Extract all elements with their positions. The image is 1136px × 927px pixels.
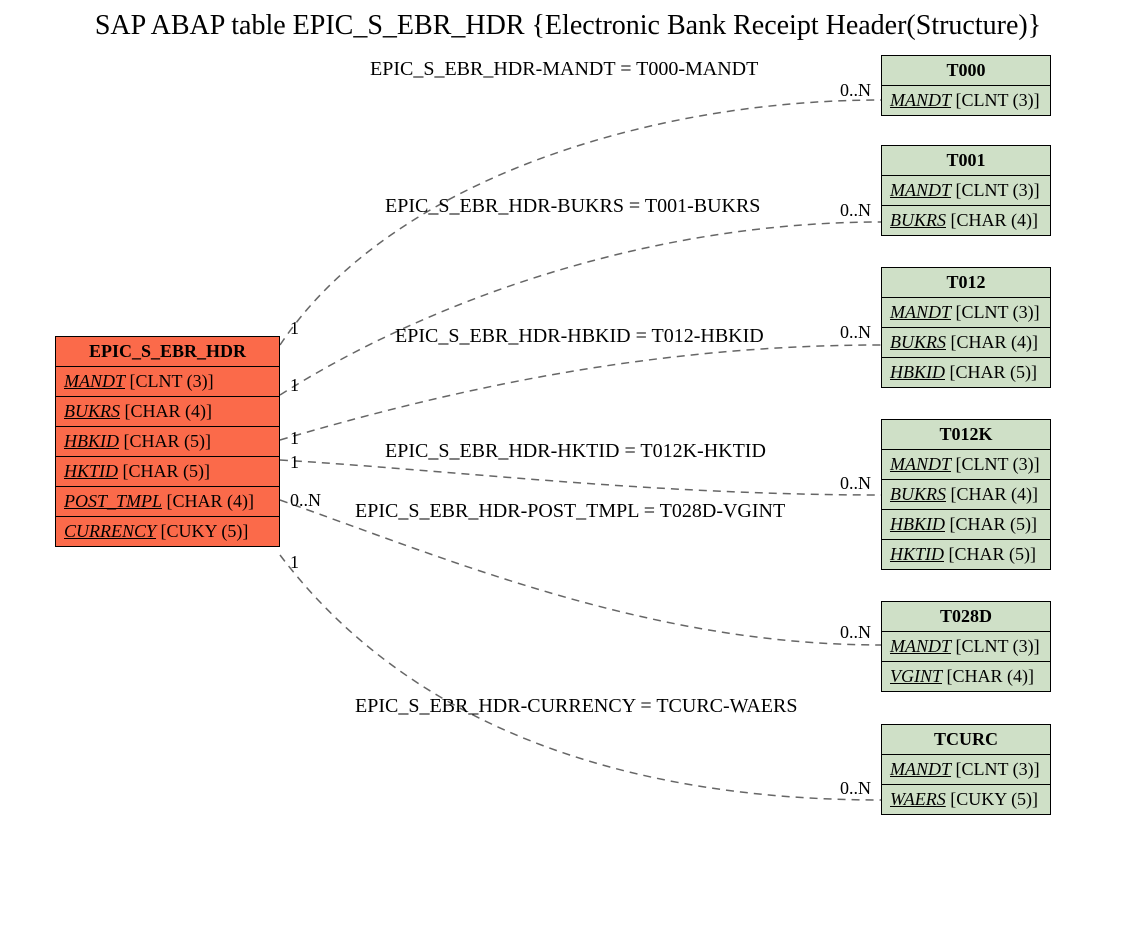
field-name: WAERS xyxy=(890,789,946,809)
ref-entity-t012k: T012KMANDT [CLNT (3)]BUKRS [CHAR (4)]HBK… xyxy=(881,419,1051,570)
entity-field: BUKRS [CHAR (4)] xyxy=(882,206,1050,235)
field-type: [CLNT (3)] xyxy=(951,90,1040,110)
ref-entity-header: T012K xyxy=(882,420,1050,450)
entity-field: MANDT [CLNT (3)] xyxy=(56,367,279,397)
edge-5 xyxy=(280,555,881,800)
ref-entity-tcurc: TCURCMANDT [CLNT (3)]WAERS [CUKY (5)] xyxy=(881,724,1051,815)
field-name: HKTID xyxy=(64,461,118,481)
edge-3 xyxy=(280,460,881,495)
field-name: HKTID xyxy=(890,544,944,564)
left-cardinality-4: 0..N xyxy=(290,490,321,511)
field-type: [CLNT (3)] xyxy=(951,636,1040,656)
field-name: BUKRS xyxy=(890,210,946,230)
field-name: POST_TMPL xyxy=(64,491,162,511)
edge-label-2: EPIC_S_EBR_HDR-HBKID = T012-HBKID xyxy=(395,325,764,348)
entity-field: HBKID [CHAR (5)] xyxy=(56,427,279,457)
field-name: VGINT xyxy=(890,666,942,686)
right-cardinality-0: 0..N xyxy=(840,80,871,101)
field-type: [CUKY (5)] xyxy=(156,521,248,541)
field-type: [CHAR (4)] xyxy=(162,491,254,511)
left-cardinality-2: 1 xyxy=(290,428,299,449)
field-name: MANDT xyxy=(890,302,951,322)
field-type: [CHAR (4)] xyxy=(942,666,1034,686)
entity-field: BUKRS [CHAR (4)] xyxy=(882,480,1050,510)
entity-field: BUKRS [CHAR (4)] xyxy=(882,328,1050,358)
entity-field: MANDT [CLNT (3)] xyxy=(882,176,1050,206)
entity-field: MANDT [CLNT (3)] xyxy=(882,450,1050,480)
entity-field: MANDT [CLNT (3)] xyxy=(882,298,1050,328)
field-type: [CLNT (3)] xyxy=(951,454,1040,474)
field-type: [CLNT (3)] xyxy=(125,371,214,391)
field-type: [CLNT (3)] xyxy=(951,759,1040,779)
edge-0 xyxy=(280,100,881,345)
field-name: MANDT xyxy=(890,636,951,656)
ref-entity-header: T012 xyxy=(882,268,1050,298)
right-cardinality-4: 0..N xyxy=(840,622,871,643)
diagram-title: SAP ABAP table EPIC_S_EBR_HDR {Electroni… xyxy=(0,10,1136,42)
edge-label-5: EPIC_S_EBR_HDR-CURRENCY = TCURC-WAERS xyxy=(355,695,797,718)
field-type: [CHAR (5)] xyxy=(945,514,1037,534)
entity-field: WAERS [CUKY (5)] xyxy=(882,785,1050,814)
ref-entity-t000: T000MANDT [CLNT (3)] xyxy=(881,55,1051,116)
field-name: BUKRS xyxy=(890,484,946,504)
edge-label-1: EPIC_S_EBR_HDR-BUKRS = T001-BUKRS xyxy=(385,195,760,218)
field-name: HBKID xyxy=(890,514,945,534)
field-name: MANDT xyxy=(890,759,951,779)
ref-entity-t028d: T028DMANDT [CLNT (3)]VGINT [CHAR (4)] xyxy=(881,601,1051,692)
field-type: [CHAR (4)] xyxy=(946,484,1038,504)
entity-field: HBKID [CHAR (5)] xyxy=(882,358,1050,387)
field-name: MANDT xyxy=(890,180,951,200)
field-type: [CHAR (5)] xyxy=(118,461,210,481)
left-cardinality-5: 1 xyxy=(290,552,299,573)
field-name: HBKID xyxy=(890,362,945,382)
left-cardinality-1: 1 xyxy=(290,375,299,396)
entity-field: MANDT [CLNT (3)] xyxy=(882,755,1050,785)
ref-entity-header: T001 xyxy=(882,146,1050,176)
field-type: [CHAR (4)] xyxy=(946,210,1038,230)
field-name: BUKRS xyxy=(890,332,946,352)
entity-field: HKTID [CHAR (5)] xyxy=(882,540,1050,569)
ref-entity-header: T000 xyxy=(882,56,1050,86)
ref-entity-t012: T012MANDT [CLNT (3)]BUKRS [CHAR (4)]HBKI… xyxy=(881,267,1051,388)
field-name: HBKID xyxy=(64,431,119,451)
field-type: [CLNT (3)] xyxy=(951,180,1040,200)
entity-field: MANDT [CLNT (3)] xyxy=(882,86,1050,115)
right-cardinality-5: 0..N xyxy=(840,778,871,799)
edge-label-3: EPIC_S_EBR_HDR-HKTID = T012K-HKTID xyxy=(385,440,766,463)
edge-label-0: EPIC_S_EBR_HDR-MANDT = T000-MANDT xyxy=(370,58,758,81)
entity-field: HKTID [CHAR (5)] xyxy=(56,457,279,487)
field-type: [CHAR (5)] xyxy=(119,431,211,451)
field-name: BUKRS xyxy=(64,401,120,421)
left-cardinality-0: 1 xyxy=(290,318,299,339)
right-cardinality-3: 0..N xyxy=(840,473,871,494)
left-cardinality-3: 1 xyxy=(290,452,299,473)
field-type: [CHAR (4)] xyxy=(946,332,1038,352)
entity-field: POST_TMPL [CHAR (4)] xyxy=(56,487,279,517)
main-entity: EPIC_S_EBR_HDRMANDT [CLNT (3)]BUKRS [CHA… xyxy=(55,336,280,547)
field-name: MANDT xyxy=(890,454,951,474)
field-name: CURRENCY xyxy=(64,521,156,541)
ref-entity-t001: T001MANDT [CLNT (3)]BUKRS [CHAR (4)] xyxy=(881,145,1051,236)
edge-2 xyxy=(280,345,881,440)
entity-field: CURRENCY [CUKY (5)] xyxy=(56,517,279,546)
field-type: [CHAR (5)] xyxy=(944,544,1036,564)
edge-1 xyxy=(280,222,881,395)
field-type: [CUKY (5)] xyxy=(946,789,1038,809)
entity-field: BUKRS [CHAR (4)] xyxy=(56,397,279,427)
field-name: MANDT xyxy=(890,90,951,110)
right-cardinality-1: 0..N xyxy=(840,200,871,221)
ref-entity-header: TCURC xyxy=(882,725,1050,755)
entity-field: HBKID [CHAR (5)] xyxy=(882,510,1050,540)
entity-field: MANDT [CLNT (3)] xyxy=(882,632,1050,662)
field-type: [CLNT (3)] xyxy=(951,302,1040,322)
main-entity-header: EPIC_S_EBR_HDR xyxy=(56,337,279,367)
entity-field: VGINT [CHAR (4)] xyxy=(882,662,1050,691)
field-name: MANDT xyxy=(64,371,125,391)
edge-label-4: EPIC_S_EBR_HDR-POST_TMPL = T028D-VGINT xyxy=(355,500,785,523)
field-type: [CHAR (4)] xyxy=(120,401,212,421)
field-type: [CHAR (5)] xyxy=(945,362,1037,382)
right-cardinality-2: 0..N xyxy=(840,322,871,343)
ref-entity-header: T028D xyxy=(882,602,1050,632)
